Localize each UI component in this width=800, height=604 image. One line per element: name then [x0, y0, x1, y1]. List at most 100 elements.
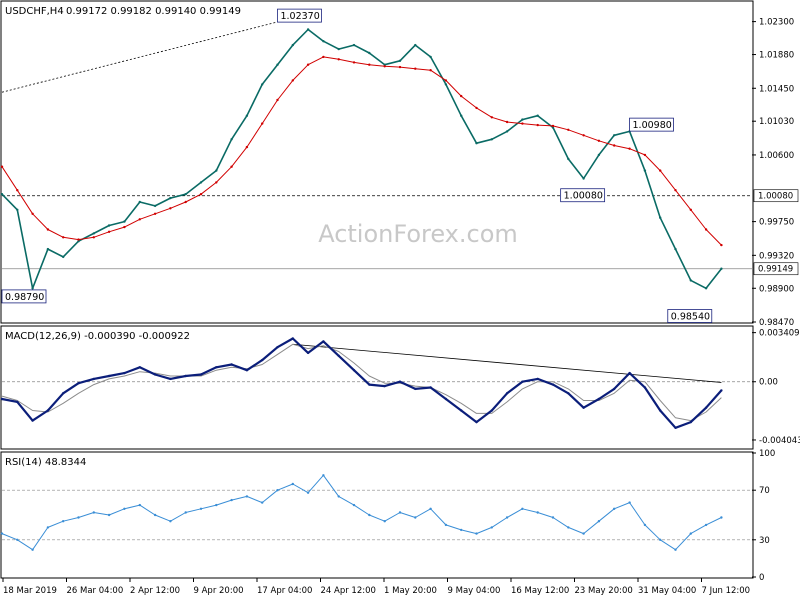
price-point: [674, 247, 677, 251]
macd-point: [107, 374, 111, 378]
price-point: [704, 287, 708, 290]
price-point: [230, 138, 233, 141]
price-panel-title: USDCHF,H4: [5, 6, 64, 17]
rsi-point: [245, 495, 249, 498]
macd-point: [536, 377, 539, 381]
price-point: [643, 169, 647, 172]
macd-point: [230, 363, 233, 366]
price-point: [123, 220, 126, 223]
x-axis-label: 31 May 04:00: [638, 586, 696, 596]
moving-average-point: [123, 225, 126, 229]
moving-average-point: [306, 63, 310, 66]
x-axis-label: 9 May 04:00: [448, 586, 501, 596]
macd-point: [674, 426, 677, 429]
price-point: [184, 193, 187, 196]
rsi-point: [46, 526, 50, 529]
rsi-point: [153, 513, 157, 517]
rsi-point: [628, 501, 631, 504]
macd-point: [720, 389, 723, 392]
moving-average-point: [352, 61, 356, 64]
moving-average-point: [704, 228, 708, 231]
macd-point: [597, 397, 601, 401]
rsi-point: [276, 489, 279, 492]
macd-point: [16, 400, 19, 404]
price-point: [0, 193, 4, 196]
rsi-panel: 100 70 30 0: [0, 449, 775, 583]
macd-point: [505, 392, 509, 395]
moving-average-line: [1, 56, 722, 246]
rsi-point: [261, 501, 264, 504]
macd-y-tick-label: 0.003409: [759, 329, 800, 339]
rsi-y-tick-label: 70: [759, 486, 770, 496]
macd-panel-title: MACD(12,26,9) -0.000390 -0.000922: [5, 331, 190, 342]
moving-average-point: [444, 79, 448, 82]
rsi-y-tick-label: 0: [759, 573, 764, 583]
price-annotation-box: [629, 117, 674, 132]
price-point: [62, 255, 65, 259]
moving-average-point: [674, 189, 677, 192]
price-y-tick-label: 0.99750: [759, 218, 794, 228]
moving-average-point: [567, 128, 570, 131]
rsi-point: [383, 520, 386, 523]
trendline: [1, 15, 301, 93]
macd-point: [138, 366, 141, 369]
moving-average-point: [92, 236, 96, 239]
macd-point: [429, 386, 432, 389]
rsi-point: [597, 520, 601, 523]
macd-y-tick-label: -0.004043: [759, 436, 800, 446]
moving-average-point: [613, 144, 616, 147]
rsi-point: [138, 503, 141, 507]
moving-average-point: [460, 94, 463, 98]
moving-average-point: [169, 207, 172, 210]
rsi-point: [582, 532, 585, 535]
macd-point: [31, 419, 34, 422]
price-annotation-label: 1.02370: [280, 11, 319, 22]
price-point: [505, 130, 509, 133]
price-annotation-label: 0.98790: [5, 292, 44, 303]
macd-point: [613, 387, 616, 391]
moving-average-point: [62, 236, 65, 239]
rsi-point: [368, 513, 371, 517]
price-y-tick-label: 1.00600: [759, 151, 794, 161]
price-point: [92, 232, 96, 235]
rsi-point: [536, 511, 539, 514]
macd-point: [414, 387, 417, 391]
x-axis-label: 16 May 12:00: [511, 586, 569, 596]
price-point: [306, 28, 310, 31]
price-annotation-label: 1.00080: [564, 191, 603, 202]
moving-average-point: [659, 169, 662, 172]
price-point: [337, 47, 340, 51]
rsi-point: [123, 507, 126, 510]
rsi-point: [505, 516, 509, 519]
moving-average-point: [521, 122, 524, 125]
macd-point: [291, 337, 294, 340]
macd-point: [383, 384, 386, 388]
moving-average-point: [475, 106, 478, 110]
moving-average-point: [230, 165, 233, 168]
price-annotation-label: 0.98540: [671, 312, 710, 323]
moving-average-point: [368, 63, 371, 66]
rsi-point: [77, 516, 80, 519]
price-point: [138, 200, 141, 204]
current-price-label: 0.99149: [758, 265, 793, 275]
moving-average-point: [77, 238, 80, 241]
price-point: [46, 247, 50, 251]
rsi-point: [291, 482, 294, 486]
macd-point: [215, 366, 218, 369]
rsi-point: [306, 491, 310, 494]
macd-point: [62, 392, 65, 395]
macd-point: [0, 397, 4, 401]
rsi-point: [429, 507, 432, 510]
price-point: [398, 59, 402, 62]
rsi-point: [184, 511, 187, 514]
price-y-tick-label: 0.99320: [759, 251, 794, 261]
rsi-point: [475, 532, 478, 535]
moving-average-point: [689, 208, 692, 211]
rsi-y-tick-label: 30: [759, 536, 770, 546]
moving-average-point: [414, 67, 417, 70]
rsi-panel-title: RSI(14) 48.8344: [5, 457, 86, 468]
support-line-label: 1.00080: [758, 192, 793, 202]
macd-point: [475, 420, 478, 424]
x-axis-label: 23 May 20:00: [575, 586, 633, 596]
moving-average-point: [184, 200, 187, 204]
